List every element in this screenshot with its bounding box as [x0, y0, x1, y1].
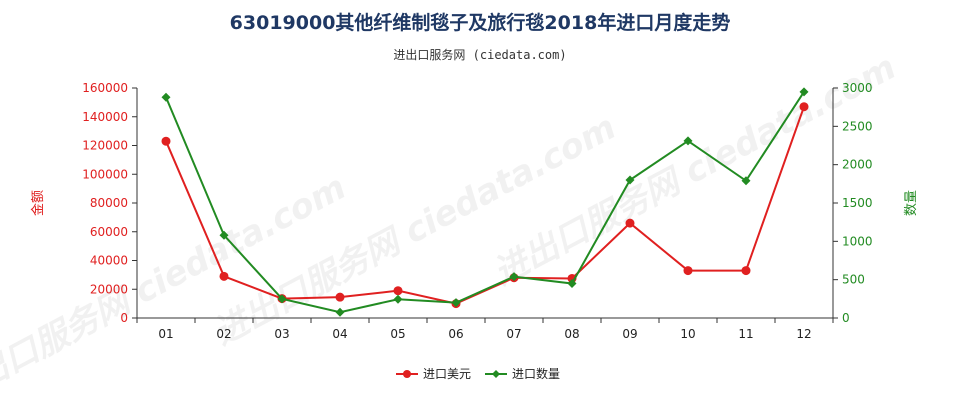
quantity-data-point: [741, 176, 751, 186]
quantity-series-line: [165, 91, 805, 314]
quantity-data-point: [277, 294, 287, 304]
x-tick-label: 06: [448, 327, 463, 341]
quantity-data-point: [335, 307, 345, 317]
quantity-data-point: [219, 230, 229, 240]
chart-subtitle: 进出口服务网 (ciedata.com): [393, 48, 567, 62]
x-tick-label: 11: [738, 327, 753, 341]
x-tick-label: 02: [216, 327, 231, 341]
x-tick-label: 04: [332, 327, 347, 341]
x-tick-label: 07: [506, 327, 521, 341]
x-tick-label: 05: [390, 327, 405, 341]
quantity-data-point: [161, 92, 171, 102]
chart-title: 63019000其他纤维制毯子及旅行毯2018年进口月度走势: [229, 12, 731, 34]
y-right-tick-label: 2000: [842, 158, 873, 172]
amount-data-point: [799, 102, 809, 112]
x-tick-label: 03: [274, 327, 289, 341]
y-left-tick-label: 20000: [90, 282, 128, 296]
y-right-tick-label: 0: [842, 311, 850, 325]
y-axis-title-right: 数量: [904, 190, 919, 216]
x-tick-label: 08: [564, 327, 579, 341]
amount-data-point: [625, 218, 635, 228]
y-left-tick-label: 80000: [90, 196, 128, 210]
quantity-data-point: [393, 294, 403, 304]
y-right-tick-label: 1000: [842, 234, 873, 248]
amount-data-point: [393, 286, 403, 296]
quantity-data-point: [625, 175, 635, 185]
y-left-tick-label: 0: [120, 311, 128, 325]
amount-data-point: [161, 136, 171, 146]
y-right-tick-label: 3000: [842, 81, 873, 95]
y-right-tick-label: 2500: [842, 119, 873, 133]
amount-data-point: [335, 292, 345, 302]
y-left-tick-label: 140000: [82, 110, 128, 124]
y-right-tick-label: 1500: [842, 196, 873, 210]
quantity-data-point: [451, 298, 461, 308]
y-axis-title-left: 金额: [30, 190, 46, 216]
y-left-tick-label: 40000: [90, 254, 128, 268]
y-left-tick-label: 60000: [90, 225, 128, 239]
y-left-tick-label: 160000: [82, 81, 128, 95]
amount-data-point: [683, 266, 693, 276]
y-left-tick-label: 100000: [82, 167, 128, 181]
quantity-data-point: [567, 279, 577, 288]
quantity-data-point: [509, 272, 519, 282]
quantity-data-point: [799, 87, 809, 97]
y-right-tick-label: 500: [842, 273, 865, 287]
legend-amount-label: 进口美元: [423, 367, 471, 381]
x-tick-label: 12: [796, 327, 811, 341]
amount-data-point: [741, 266, 751, 276]
legend-quantity-marker: [492, 370, 500, 378]
x-tick-label: 10: [680, 327, 695, 341]
y-left-tick-label: 120000: [82, 139, 128, 153]
x-tick-label: 01: [158, 327, 173, 341]
amount-data-point: [219, 271, 229, 281]
quantity-data-point: [683, 136, 693, 146]
legend-quantity-label: 进口数量: [512, 366, 560, 381]
legend-amount-marker: [403, 370, 411, 378]
x-tick-label: 09: [622, 327, 637, 341]
